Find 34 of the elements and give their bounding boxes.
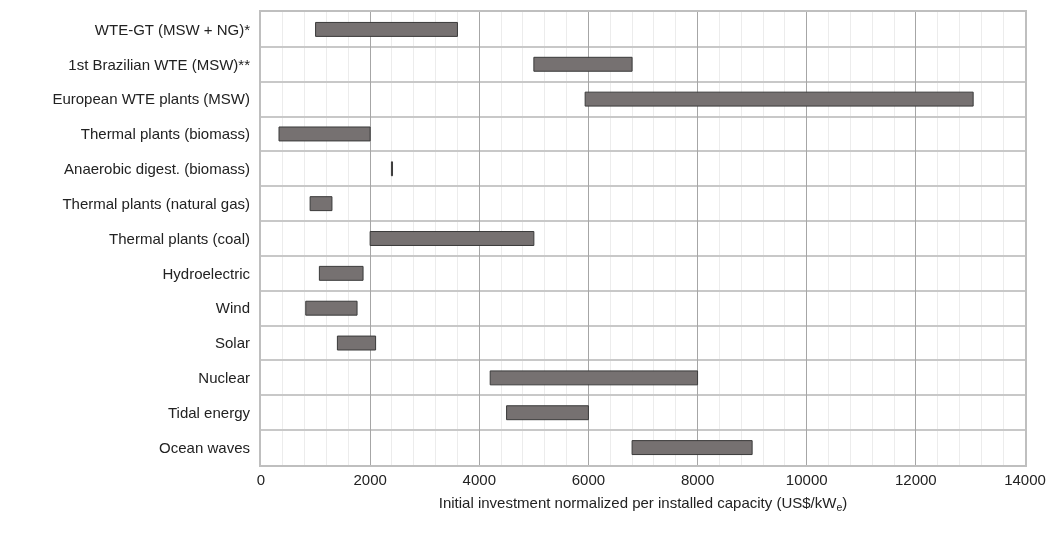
bar	[533, 56, 633, 72]
y-tick-label: Hydroelectric	[162, 264, 251, 282]
y-tick-label: Thermal plants (biomass)	[80, 125, 250, 143]
x-tick-label: 0	[256, 471, 266, 488]
bar	[489, 370, 699, 386]
y-tick-label: 1st Brazilian WTE (MSW)**	[68, 55, 251, 73]
x-tick-label: 2000	[353, 471, 387, 488]
bar	[631, 440, 753, 456]
y-tick-label: Nuclear	[198, 369, 250, 387]
bar	[318, 265, 364, 281]
y-tick-label: Thermal plants (natural gas)	[62, 194, 250, 212]
bar	[369, 231, 535, 246]
bar	[309, 196, 333, 212]
y-tick-label: Solar	[214, 334, 250, 352]
x-tick-label: 12000	[895, 471, 937, 488]
y-tick-label: Thermal plants (coal)	[109, 229, 250, 247]
x-tick-label: 8000	[680, 471, 715, 488]
bar	[584, 91, 974, 107]
y-tick-label: WTE-GT (MSW + NG)*	[94, 20, 251, 38]
bar	[506, 405, 589, 421]
x-tick-label: 10000	[785, 471, 828, 488]
y-tick-label: Anaerobic digest. (biomass)	[64, 160, 250, 178]
x-tick-label: 14000	[1004, 471, 1046, 488]
y-tick-label: Ocean waves	[159, 438, 250, 456]
x-axis-title: Initial investment normalized per installed capacity (US$/kW$_{e}$)	[438, 493, 848, 513]
bar	[336, 335, 377, 351]
y-tick-label: Wind	[215, 299, 250, 317]
x-tick-label: 6000	[571, 471, 606, 488]
y-tick-label: European WTE plants (MSW)	[52, 90, 250, 108]
bar	[315, 21, 458, 37]
bar	[278, 126, 371, 142]
bar	[305, 300, 358, 316]
y-tick-label: Tidal energy	[168, 403, 251, 421]
x-tick-label: 4000	[462, 471, 496, 488]
